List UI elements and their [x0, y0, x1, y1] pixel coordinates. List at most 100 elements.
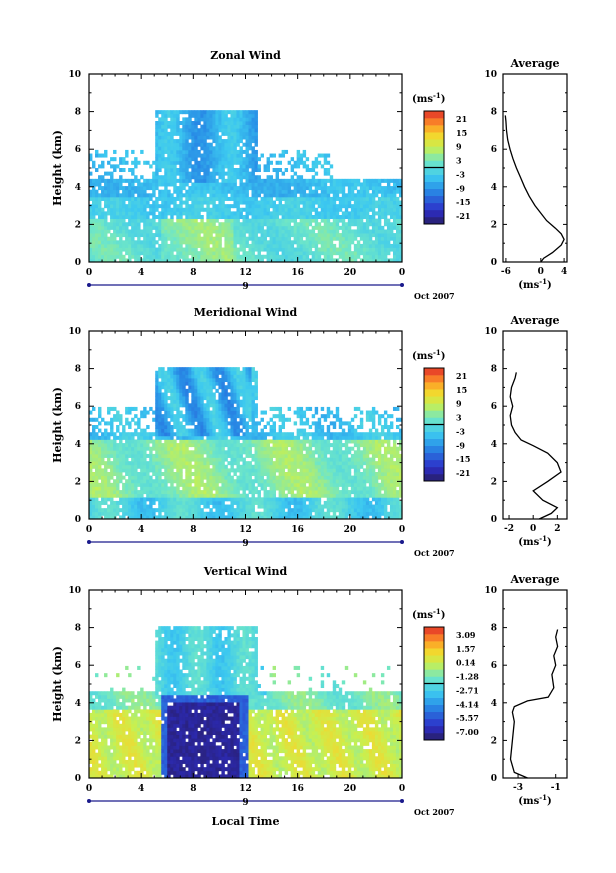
heatmap-cell — [101, 211, 105, 216]
heatmap-cell — [122, 200, 126, 205]
heatmap-cell — [143, 497, 147, 502]
heatmap-cell — [197, 186, 201, 191]
heatmap-cell — [119, 247, 123, 252]
heatmap-cell — [305, 251, 310, 256]
heatmap-cell — [119, 464, 123, 469]
heatmap-cell — [221, 388, 225, 393]
colorbar-segment — [424, 132, 444, 140]
heatmap-cell — [332, 178, 337, 183]
heatmap-cell — [197, 515, 201, 520]
heatmap-cell — [137, 425, 141, 430]
heatmap-cell — [221, 410, 225, 415]
heatmap-cell — [254, 225, 258, 230]
heatmap-cell — [230, 135, 234, 140]
heatmap-cell — [329, 247, 334, 252]
heatmap-cell — [344, 251, 349, 256]
heatmap-cell — [257, 240, 261, 245]
heatmap-cell — [233, 222, 237, 227]
heatmap-cell — [179, 211, 183, 216]
heatmap-cell — [239, 497, 243, 502]
heatmap-cell — [254, 124, 258, 129]
heatmap-cell — [215, 417, 219, 422]
heatmap-cell — [92, 189, 96, 194]
heatmap-cell — [230, 211, 234, 216]
colorbar-unit: (ms-1) — [412, 91, 445, 105]
heatmap-cell — [230, 204, 234, 209]
heatmap-cell — [236, 450, 240, 455]
heatmap-cell — [131, 168, 135, 173]
heatmap-cell — [140, 472, 144, 477]
heatmap-cell — [95, 461, 99, 466]
heatmap-cell — [182, 374, 186, 379]
heatmap-cell — [158, 479, 162, 484]
heatmap-cell — [230, 121, 234, 126]
heatmap-cell — [230, 381, 234, 386]
heatmap-cell — [182, 131, 186, 136]
heatmap-cell — [236, 410, 240, 415]
heatmap-cell — [329, 196, 334, 201]
heatmap-cell — [128, 236, 132, 241]
heatmap-cell — [107, 453, 111, 458]
heatmap-cell — [101, 443, 105, 448]
heatmap-cell — [149, 511, 153, 516]
heatmap-cell — [134, 482, 138, 487]
heatmap-cell — [233, 421, 237, 426]
heatmap-cell — [236, 479, 240, 484]
heatmap-cell — [134, 504, 138, 509]
heatmap-cell — [239, 110, 243, 115]
heatmap-cell — [113, 189, 117, 194]
heatmap-cell — [179, 468, 183, 473]
heatmap-cell — [254, 175, 258, 180]
heatmap-cell — [254, 370, 258, 375]
heatmap-cell — [167, 446, 171, 451]
heatmap-cell — [131, 464, 135, 469]
heatmap-cell — [119, 196, 123, 201]
heatmap-cell — [254, 113, 258, 118]
heatmap-cell — [356, 178, 361, 183]
heatmap-cell — [209, 117, 213, 122]
profile-y-tick-label: 2 — [491, 220, 497, 230]
heatmap-cell — [200, 464, 204, 469]
heatmap-cell — [380, 215, 385, 220]
heatmap-cell — [146, 475, 150, 480]
heatmap-cell — [161, 254, 165, 259]
heatmap-cell — [116, 479, 120, 484]
heatmap-cell — [239, 229, 243, 234]
heatmap-cell — [254, 450, 258, 455]
heatmap-cell — [107, 258, 111, 263]
heatmap-cell — [197, 139, 201, 144]
heatmap-cell — [320, 233, 325, 238]
heatmap-cell — [188, 178, 192, 183]
heatmap-cell — [167, 236, 171, 241]
heatmap-cell — [353, 222, 358, 227]
heatmap-cell — [179, 443, 183, 448]
heatmap-cell — [119, 168, 123, 173]
heatmap-cell — [182, 175, 186, 180]
heatmap-cell — [245, 504, 249, 509]
heatmap-cell — [98, 468, 102, 473]
heatmap-cell — [143, 446, 147, 451]
heatmap-cell — [236, 153, 240, 158]
heatmap-cell — [224, 139, 228, 144]
heatmap-cell — [107, 200, 111, 205]
heatmap-cell — [155, 222, 159, 227]
heatmap-cell — [257, 453, 261, 458]
heatmap-cell — [221, 117, 225, 122]
heatmap-cell — [203, 439, 207, 444]
heatmap-cell — [239, 428, 243, 433]
heatmap-cell — [158, 131, 162, 136]
heatmap-cell — [287, 222, 292, 227]
heatmap-cell — [191, 486, 195, 491]
heatmap-cell — [176, 497, 180, 502]
heatmap-cell — [152, 508, 156, 513]
heatmap-cell — [341, 258, 346, 263]
heatmap-cell — [152, 225, 156, 230]
heatmap-cell — [92, 406, 96, 411]
heatmap-cell — [170, 504, 174, 509]
heatmap-cell — [191, 378, 195, 383]
heatmap-cell — [248, 479, 252, 484]
heatmap-cell — [110, 222, 114, 227]
heatmap-cell — [179, 482, 183, 487]
heatmap-cell — [89, 493, 93, 498]
heatmap-cell — [119, 439, 123, 444]
